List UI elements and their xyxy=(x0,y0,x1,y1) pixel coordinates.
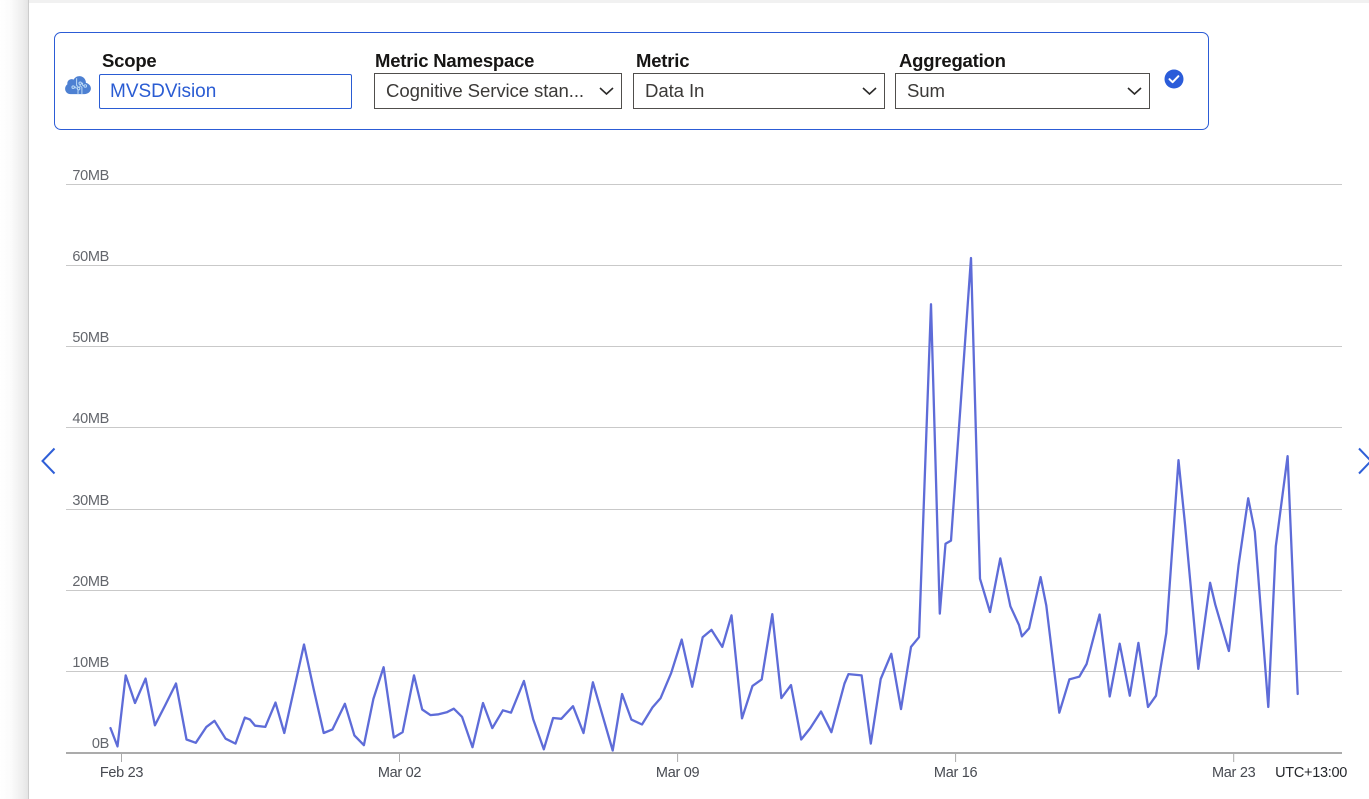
svg-text:70MB: 70MB xyxy=(72,168,109,184)
svg-text:10MB: 10MB xyxy=(72,655,109,671)
svg-text:30MB: 30MB xyxy=(72,493,109,509)
svg-text:40MB: 40MB xyxy=(72,411,109,427)
svg-text:Mar 02: Mar 02 xyxy=(378,765,422,781)
svg-text:50MB: 50MB xyxy=(72,330,109,346)
svg-text:Mar 23: Mar 23 xyxy=(1212,765,1256,781)
svg-text:20MB: 20MB xyxy=(72,574,109,590)
svg-text:0B: 0B xyxy=(92,736,109,752)
svg-text:UTC+13:00: UTC+13:00 xyxy=(1275,765,1347,781)
svg-text:Feb 23: Feb 23 xyxy=(100,765,144,781)
svg-text:60MB: 60MB xyxy=(72,249,109,265)
svg-text:Mar 09: Mar 09 xyxy=(656,765,700,781)
svg-text:Mar 16: Mar 16 xyxy=(934,765,978,781)
